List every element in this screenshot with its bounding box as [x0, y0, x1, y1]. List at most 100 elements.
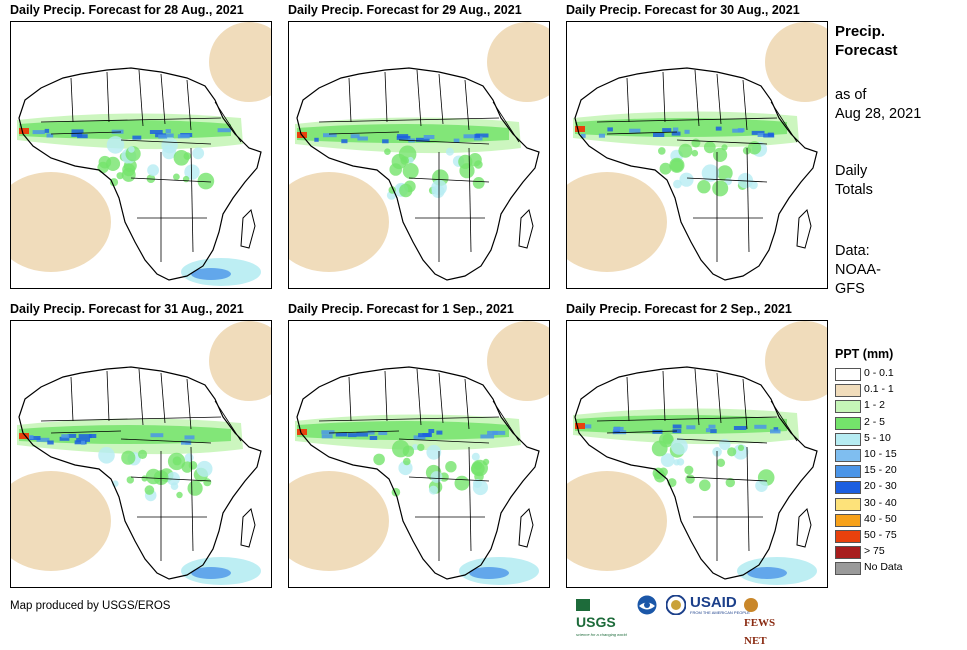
dry-ocean-area	[289, 172, 389, 272]
rain-band-core	[297, 124, 509, 143]
rain-cell	[196, 460, 213, 477]
legend-item: 40 - 50	[835, 512, 897, 528]
rain-cell	[471, 452, 480, 461]
country-border	[468, 446, 472, 552]
rain-cell	[428, 485, 438, 495]
rain-cell	[658, 147, 666, 155]
heavy-rain-cell	[613, 429, 620, 433]
data-source-line2: NOAA-	[835, 262, 881, 278]
south-ocean-rain-core	[191, 567, 231, 579]
rain-cell	[659, 162, 672, 175]
country-border	[50, 430, 122, 434]
fewsnet-globe-icon	[744, 597, 758, 612]
panel-title: Daily Precip. Forecast for 1 Sep., 2021	[288, 302, 514, 316]
rain-cell	[699, 479, 711, 492]
madagascar	[796, 508, 812, 548]
country-border	[408, 177, 490, 183]
fewsnet-text: FEWS NET	[744, 616, 776, 647]
legend-label: 20 - 30	[864, 480, 897, 493]
fewsnet-logo: FEWS NET	[744, 596, 775, 650]
usgs-logo: USGS science for a changing world	[576, 596, 627, 637]
rain-cell	[128, 146, 135, 153]
legend-item: 50 - 75	[835, 528, 897, 544]
dry-ocean-area	[11, 172, 111, 272]
sidebar-title-line2: Forecast	[835, 42, 898, 59]
usaid-text: USAID	[690, 594, 737, 611]
legend-swatch	[835, 448, 861, 462]
usaid-logo: USAID FROM THE AMERICAN PEOPLE	[690, 594, 750, 615]
country-border	[190, 446, 194, 552]
legend-swatch	[835, 465, 861, 479]
country-border	[348, 376, 352, 422]
intense-rain-cell	[297, 429, 307, 435]
africa-coastline	[574, 67, 818, 281]
usgs-tagline: science for a changing world	[576, 632, 627, 637]
rain-cell	[141, 475, 148, 482]
country-border	[716, 73, 722, 125]
heavy-rain-cell	[347, 433, 357, 438]
south-ocean-rain-core	[747, 567, 787, 579]
country-border	[120, 139, 212, 145]
legend-label: > 75	[864, 545, 885, 558]
africa-map-svg	[567, 321, 827, 585]
heavy-rain-cell	[580, 133, 586, 138]
south-ocean-rain-core	[191, 268, 231, 280]
heavy-rain-cell	[463, 134, 477, 139]
legend-item: 5 - 10	[835, 431, 893, 447]
rain-cell	[755, 479, 768, 492]
legend-swatch	[835, 497, 861, 511]
rain-cell	[470, 462, 485, 476]
country-border	[746, 147, 750, 253]
heavy-rain-cell	[732, 128, 744, 133]
country-border	[742, 79, 748, 131]
heavy-rain-cell	[415, 137, 430, 142]
country-border	[438, 73, 444, 125]
ppt-legend: PPT (mm) 0 - 0.1 0.1 - 1 1 - 2 2 - 5 5 - 10 1…	[835, 347, 903, 576]
heavy-rain-cell	[474, 133, 480, 138]
rain-cell	[402, 445, 415, 457]
usgs-mark-icon	[576, 598, 590, 611]
heavy-rain-cell	[341, 139, 348, 144]
heavy-rain-cell	[480, 434, 495, 439]
rain-cell	[170, 482, 179, 490]
country-border	[596, 117, 778, 123]
heavy-rain-cell	[32, 130, 45, 135]
map-credit: Map produced by USGS/EROS	[10, 600, 171, 612]
dry-area-northeast	[487, 22, 549, 102]
heavy-rain-cell	[150, 433, 164, 438]
dry-area-northeast	[209, 321, 271, 401]
heavy-rain-cell	[770, 429, 781, 434]
south-ocean-rain-core	[469, 567, 509, 579]
rain-cell	[721, 144, 728, 151]
rain-cell	[412, 444, 419, 451]
country-border	[694, 368, 700, 426]
country-border	[160, 73, 166, 125]
intense-rain-cell	[575, 423, 585, 429]
heavy-rain-cell	[672, 424, 682, 429]
rain-cell	[402, 163, 419, 179]
rain-cell	[98, 447, 115, 464]
heavy-rain-cell	[378, 431, 388, 435]
panel-title: Daily Precip. Forecast for 2 Sep., 2021	[566, 302, 792, 316]
rain-cell	[391, 153, 407, 170]
heavy-rain-cell	[475, 133, 489, 138]
rain-cell	[162, 145, 177, 160]
country-border	[596, 416, 778, 422]
country-border	[716, 372, 722, 424]
sidebar-as-of: as of Aug 28, 2021	[835, 86, 921, 124]
africa-coastline	[296, 67, 540, 281]
rain-cell	[733, 444, 749, 460]
country-border	[438, 372, 444, 424]
heavy-rain-cell	[25, 435, 34, 440]
country-border	[160, 372, 166, 424]
dry-area-northeast	[487, 321, 549, 401]
legend-swatch	[835, 432, 861, 446]
heavy-rain-cell	[653, 133, 665, 137]
heavy-rain-cell	[684, 129, 690, 134]
country-border	[686, 476, 768, 482]
rain-cell	[472, 479, 482, 488]
heavy-rain-cell	[773, 427, 779, 432]
heavy-rain-cell	[350, 134, 360, 139]
rain-cell	[725, 477, 735, 488]
panel-title: Daily Precip. Forecast for 28 Aug., 2021	[10, 3, 244, 17]
